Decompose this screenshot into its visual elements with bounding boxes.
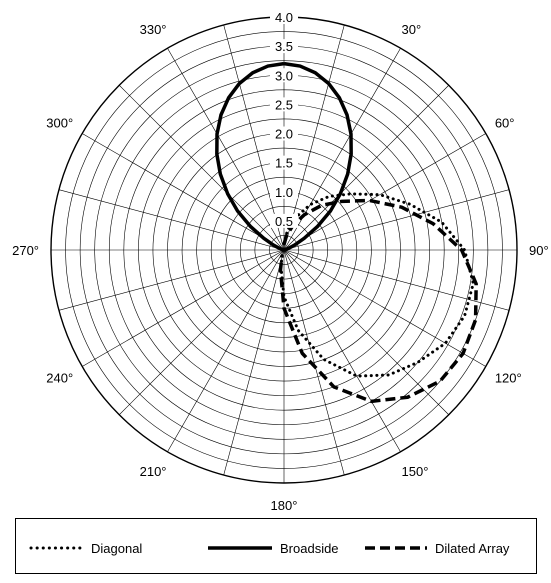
r-tick-label: 2.0 (275, 127, 293, 142)
r-tick-label-bg (270, 126, 298, 141)
grid-spoke (58, 189, 285, 251)
legend-item-dilated-array: Dilated Array (365, 540, 510, 556)
grid-spoke (82, 249, 285, 367)
r-tick-label-bg (270, 155, 298, 170)
r-tick-label-bg (270, 39, 298, 54)
angle-label: 90° (529, 243, 549, 258)
angle-label: 300° (46, 116, 73, 131)
grid-spoke (283, 189, 510, 251)
angle-label: 120° (495, 371, 522, 386)
grid-spoke (283, 85, 449, 251)
r-tick-label: 3.5 (275, 39, 293, 54)
r-tick-label: 3.0 (275, 68, 293, 83)
grid-spoke (283, 249, 401, 452)
r-tick-label: 4.0 (275, 10, 293, 25)
grid-spoke (283, 249, 486, 367)
series-broadside (215, 61, 353, 252)
angle-label: 60° (495, 116, 515, 131)
angle-label: 180° (271, 498, 298, 513)
polar-grid (50, 16, 518, 484)
r-tick-label: 2.5 (275, 97, 293, 112)
legend-label-dilated-array: Dilated Array (435, 540, 510, 556)
grid-spoke (119, 249, 285, 415)
angle-label: 210° (140, 464, 167, 479)
series-layer (215, 61, 478, 404)
r-tick-label: 1.5 (275, 156, 293, 171)
r-tick-label-bg (270, 184, 298, 199)
grid-spoke (167, 48, 285, 251)
dotted-line-swatch (29, 546, 83, 550)
grid-spoke (58, 249, 285, 311)
polar-chart: 0.5 1.0 1.5 2.0 2.5 3.0 3.5 4.0 30° 60° 90° 120° 150… (12, 10, 549, 513)
angle-label: 30° (402, 22, 422, 37)
grid-spoke (283, 24, 345, 251)
grid-spoke (283, 249, 449, 415)
series-diagonal (279, 192, 475, 378)
r-tick-label: 0.5 (275, 214, 293, 229)
series-dilated-array (278, 198, 478, 404)
grid-spoke (223, 24, 285, 251)
grid-spoke (167, 249, 285, 452)
r-tick-label-bg (270, 10, 298, 24)
r-tick-label: 1.0 (275, 185, 293, 200)
dashed-line-swatch (365, 546, 427, 550)
angle-label: 330° (140, 22, 167, 37)
grid-spoke (82, 133, 285, 251)
angle-label: 270° (12, 243, 39, 258)
legend-label-broadside: Broadside (280, 540, 339, 556)
angle-label: 150° (402, 464, 429, 479)
grid-spoke (283, 133, 486, 251)
r-tick-label-bg (270, 213, 298, 228)
label-layer: 0.5 1.0 1.5 2.0 2.5 3.0 3.5 4.0 30° 60° 90° 120° 150… (12, 10, 549, 513)
grid-spoke (283, 249, 345, 476)
grid-spoke (283, 249, 510, 311)
solid-line-swatch (208, 546, 272, 550)
grid-spoke (223, 249, 285, 476)
legend-item-diagonal: Diagonal (29, 540, 143, 556)
r-tick-label-bg (270, 97, 298, 112)
legend: Diagonal Broadside Dilated Array (15, 518, 537, 574)
grid-spoke (119, 85, 285, 251)
legend-item-broadside: Broadside (208, 540, 339, 556)
angle-label: 240° (46, 371, 73, 386)
r-tick-label-bg (270, 68, 298, 83)
legend-label-diagonal: Diagonal (91, 540, 143, 556)
